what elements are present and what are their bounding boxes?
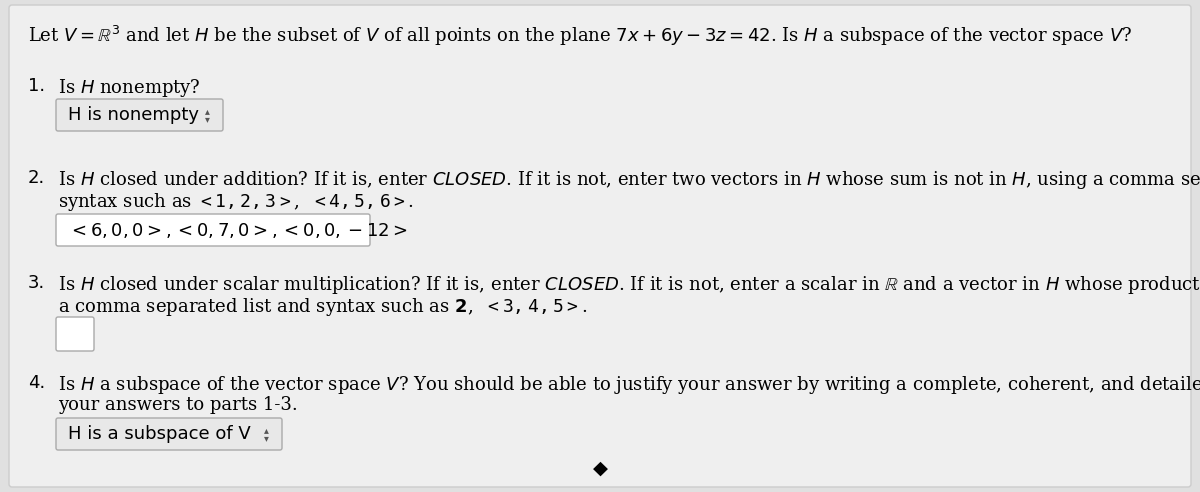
FancyBboxPatch shape bbox=[56, 214, 370, 246]
FancyBboxPatch shape bbox=[10, 5, 1190, 487]
Text: Is $H$ closed under addition? If it is, enter $CLOSED$. If it is not, enter two : Is $H$ closed under addition? If it is, … bbox=[58, 169, 1200, 191]
Text: your answers to parts 1-3.: your answers to parts 1-3. bbox=[58, 396, 298, 414]
FancyBboxPatch shape bbox=[56, 418, 282, 450]
Text: Is $H$ nonempty?: Is $H$ nonempty? bbox=[58, 77, 200, 99]
Text: 1.: 1. bbox=[28, 77, 46, 95]
FancyBboxPatch shape bbox=[56, 317, 94, 351]
Text: H is nonempty: H is nonempty bbox=[68, 106, 199, 124]
Text: H is a subspace of V: H is a subspace of V bbox=[68, 425, 251, 443]
Text: Is $H$ closed under scalar multiplication? If it is, enter $CLOSED$. If it is no: Is $H$ closed under scalar multiplicatio… bbox=[58, 274, 1200, 296]
Text: syntax such as $\mathtt{<1,2,3>}$,  $\mathtt{<4,5,6>}$.: syntax such as $\mathtt{<1,2,3>}$, $\mat… bbox=[58, 191, 414, 213]
FancyBboxPatch shape bbox=[56, 99, 223, 131]
Text: Let $V = \mathbb{R}^3$ and let $H$ be the subset of $V$ of all points on the pla: Let $V = \mathbb{R}^3$ and let $H$ be th… bbox=[28, 24, 1133, 48]
Text: ▴
▾: ▴ ▾ bbox=[264, 425, 269, 443]
Text: ▴
▾: ▴ ▾ bbox=[205, 106, 210, 124]
Text: a comma separated list and syntax such as $\mathbf{2}$,  $\mathtt{<3,4,5>}$.: a comma separated list and syntax such a… bbox=[58, 296, 587, 318]
Text: 2.: 2. bbox=[28, 169, 46, 187]
Text: 4.: 4. bbox=[28, 374, 46, 392]
Text: ◆: ◆ bbox=[593, 459, 607, 478]
Text: Is $H$ a subspace of the vector space $V$? You should be able to justify your an: Is $H$ a subspace of the vector space $V… bbox=[58, 374, 1200, 396]
Text: $< 6,0,0 >, < 0,7,0 >, < 0,0,-12 >$: $< 6,0,0 >, < 0,7,0 >, < 0,0,-12 >$ bbox=[68, 220, 408, 240]
Text: 3.: 3. bbox=[28, 274, 46, 292]
